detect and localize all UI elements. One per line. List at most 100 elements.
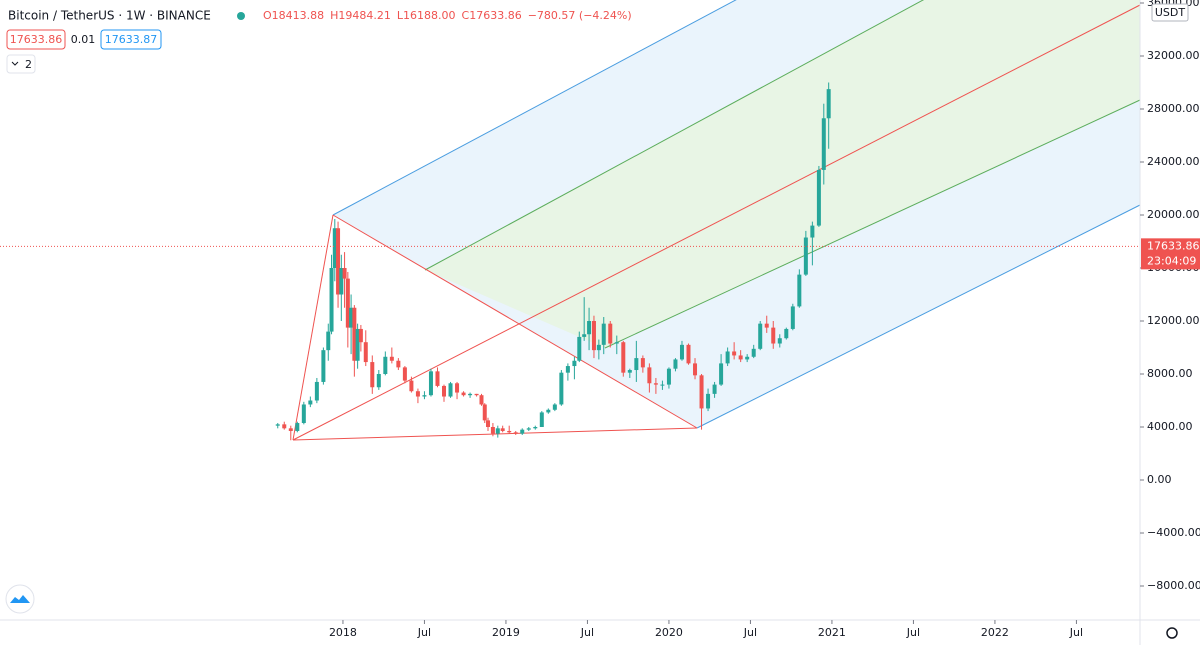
candle-body [339, 267, 344, 295]
candle-body [627, 370, 632, 373]
candle-body [349, 307, 354, 328]
candle-body [326, 331, 331, 351]
chevron [11, 61, 19, 66]
y-tick-label: −4000.00 [1147, 526, 1200, 539]
y-tick-label: −8000.00 [1147, 579, 1200, 592]
x-tick-label: Jul [743, 626, 757, 639]
x-tick-label: 2022 [981, 626, 1009, 639]
pitchfork-leg [292, 427, 698, 441]
candle-body [495, 428, 500, 434]
candle-body [777, 338, 782, 344]
candle-body [559, 372, 564, 405]
candle-body [552, 404, 557, 410]
candle-body [790, 306, 795, 329]
candle-body [308, 400, 313, 405]
candle-body [816, 169, 821, 226]
candle-body [422, 395, 427, 397]
settings[interactable] [1166, 627, 1178, 639]
candle-body [738, 355, 743, 360]
ask-box[interactable] [100, 29, 162, 50]
currency-box [1151, 3, 1189, 22]
candle-body [653, 383, 658, 385]
pitchfork-leg [292, 214, 334, 441]
ohlc: O18413.88 H19484.21 L16188.00 C17633.86 −780… [263, 9, 632, 22]
y-tick-label: 4000.00 [1147, 420, 1193, 433]
indicator-toggle[interactable] [6, 54, 36, 74]
candle-body [725, 351, 730, 364]
y-tick-label: 20000.00 [1147, 208, 1200, 221]
candle-body [660, 384, 665, 386]
candle-body [295, 423, 300, 431]
bid: 17633.86 [10, 33, 63, 46]
last-price-label: 17633.86 [1147, 239, 1200, 252]
candle-body [572, 360, 577, 367]
candle-body [526, 428, 531, 430]
candle-body [596, 344, 601, 351]
candle-body [461, 392, 466, 396]
candle-body [601, 323, 606, 345]
ask: 17633.87 [105, 33, 158, 46]
candle-body [479, 395, 484, 405]
candle-body [608, 323, 613, 344]
pitchfork-upper-mid [424, 0, 925, 271]
candle-body [482, 404, 487, 421]
bid-box[interactable] [6, 29, 66, 50]
x-tick-label: 2019 [492, 626, 520, 639]
candle-body [376, 373, 381, 388]
candle-body [332, 228, 337, 268]
candle-body [751, 348, 756, 357]
candle-body [370, 362, 375, 388]
x-tick-label: Jul [580, 626, 594, 639]
candle-body [336, 228, 341, 295]
ohlc-value: −780.57 (−4.24%) [528, 9, 632, 22]
y-tick-label: 12000.00 [1147, 314, 1200, 327]
y-tick-label: 32000.00 [1147, 49, 1200, 62]
candle-body [634, 358, 639, 371]
x-tick-label: 2021 [818, 626, 846, 639]
candle-body [363, 342, 368, 363]
candle-body [693, 363, 698, 376]
ohlc-value: O18413.88 [263, 9, 324, 22]
candle-body [732, 351, 737, 356]
candle-body [428, 371, 433, 396]
candle-body [539, 412, 544, 427]
y-tick-label: 8000.00 [1147, 367, 1193, 380]
y-tick-label: 0.00 [1147, 473, 1172, 486]
candle-body [383, 356, 388, 374]
candle-body [474, 393, 479, 396]
candle-body [621, 342, 626, 373]
candle-body [389, 356, 394, 361]
candle-body [329, 267, 334, 332]
pitchfork-leg [332, 214, 698, 429]
candle-body [355, 328, 360, 361]
candle-body [507, 430, 512, 433]
candle-body [764, 323, 769, 328]
ohlc-value: C17633.86 [462, 9, 522, 22]
candle-body [821, 118, 826, 170]
ohlc-value: H19484.21 [330, 9, 391, 22]
candle-body [513, 432, 518, 434]
indicator-count: 2 [25, 58, 32, 71]
pitchfork-median [292, 4, 1141, 441]
candle-body [358, 328, 363, 343]
candle-body [614, 342, 619, 344]
candle-body [803, 237, 808, 275]
candle-body [520, 429, 525, 434]
candle-body [686, 344, 691, 364]
last-price-box [1141, 238, 1200, 270]
candle-body [455, 383, 460, 393]
candle-body [533, 426, 538, 429]
candle-body [301, 404, 306, 424]
status-dot [237, 12, 245, 20]
candle-body [435, 371, 440, 386]
candle-body [784, 328, 789, 339]
candle-body [345, 278, 350, 328]
ohlc-value: L16188.00 [397, 9, 456, 22]
candle-body [415, 391, 420, 397]
candle-body [591, 320, 596, 351]
candle-body [468, 393, 473, 396]
candle-body [275, 424, 280, 426]
